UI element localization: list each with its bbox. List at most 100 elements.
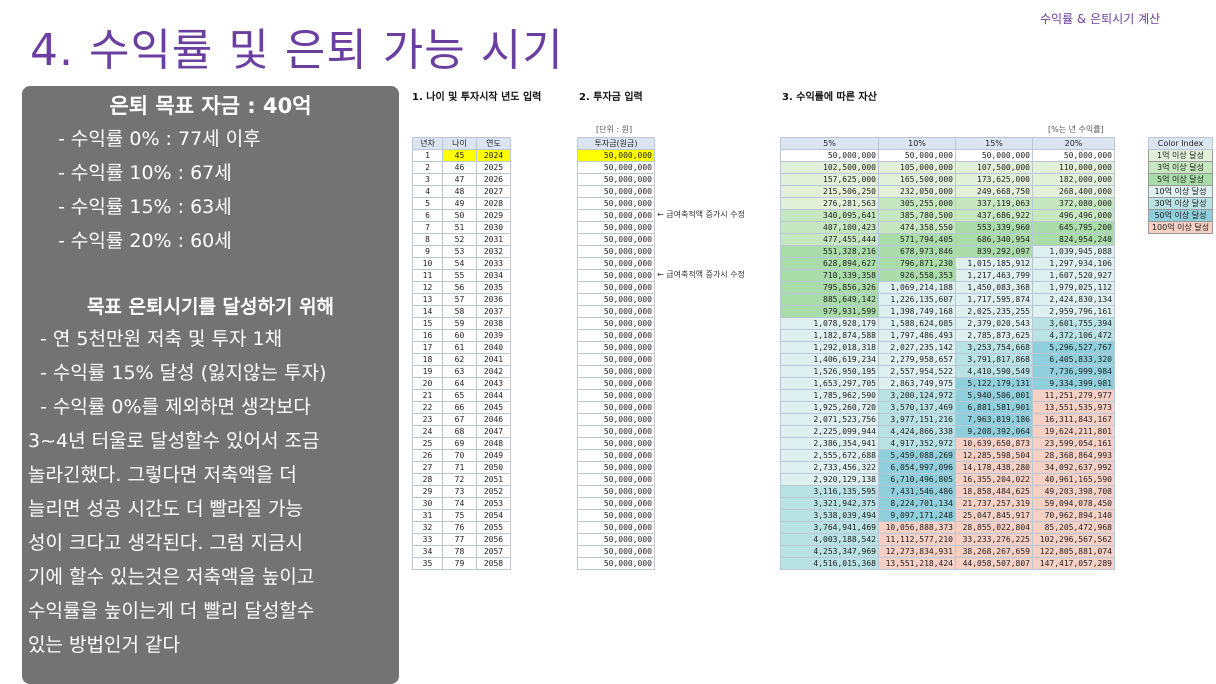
age-cell: 2029 (476, 209, 511, 222)
legend-item: 5억 이상 달성 (1148, 173, 1213, 186)
table-row: 4 48 2027 (412, 185, 511, 198)
investment-cell[interactable]: 50,000,000 (577, 473, 655, 486)
investment-cell[interactable]: 50,000,000 (577, 437, 655, 450)
investment-cell[interactable]: 50,000,000 (577, 233, 655, 246)
age-cell: 68 (442, 425, 477, 438)
table-row: 4,003,188,542 11,112,577,210 33,233,276,22… (780, 533, 1115, 546)
asset-cell: 4,003,188,542 (780, 533, 879, 546)
asset-cell: 5,122,179,131 (955, 377, 1033, 390)
investment-cell[interactable]: 50,000,000 (577, 461, 655, 474)
investment-cell[interactable]: 50,000,000 (577, 401, 655, 414)
table-row: 50,000,000 (577, 425, 655, 438)
asset-cell: 678,973,846 (878, 245, 956, 258)
asset-cell: 102,296,567,562 (1032, 533, 1115, 546)
investment-cell[interactable]: 50,000,000 (577, 293, 655, 306)
age-cell: 20 (412, 377, 443, 390)
table-row: 10억 이상 달성 (1148, 185, 1213, 198)
asset-cell: 2,025,235,255 (955, 305, 1033, 318)
table-row: 710,339,358 926,558,353 1,217,463,799 1,607… (780, 269, 1115, 282)
asset-cell: 110,000,000 (1032, 161, 1115, 174)
investment-cell[interactable]: 50,000,000 (577, 413, 655, 426)
table-row: 50,000,000 (577, 209, 655, 222)
investment-cell[interactable]: 50,000,000 (577, 197, 655, 210)
investment-cell[interactable]: 50,000,000 (577, 281, 655, 294)
asset-cell: 2,386,354,941 (780, 437, 879, 450)
asset-cell: 14,178,438,280 (955, 461, 1033, 474)
investment-cell[interactable]: 50,000,000 (577, 305, 655, 318)
investment-cell[interactable]: 50,000,000 (577, 365, 655, 378)
investment-table: 투자금(원금) 50,000,000 50,000,000 50,000,000 50… (577, 137, 655, 570)
asset-cell: 305,255,000 (878, 197, 956, 210)
summary-box: 은퇴 목표 자금 : 40억 - 수익률 0% : 77세 이후 - 수익률 1… (22, 86, 399, 684)
asset-cell: 23,599,054,161 (1032, 437, 1115, 450)
investment-cell[interactable]: 50,000,000 (577, 257, 655, 270)
asset-cell: 2,424,830,134 (1032, 293, 1115, 306)
asset-cell: 215,506,250 (780, 185, 879, 198)
age-cell[interactable]: 2024 (476, 149, 511, 162)
asset-cell: 2,555,672,688 (780, 449, 879, 462)
investment-cell[interactable]: 50,000,000 (577, 545, 655, 558)
investment-cell[interactable]: 50,000,000 (577, 425, 655, 438)
investment-cell[interactable]: 50,000,000 (577, 521, 655, 534)
investment-cell[interactable]: 50,000,000 (577, 185, 655, 198)
table-row: 50,000,000 (577, 449, 655, 462)
investment-cell[interactable]: 50,000,000 (577, 329, 655, 342)
age-cell: 63 (442, 365, 477, 378)
investment-cell[interactable]: 50,000,000 (577, 341, 655, 354)
investment-cell[interactable]: 50,000,000 (577, 485, 655, 498)
age-cell: 2035 (476, 281, 511, 294)
retirement-goal: 은퇴 목표 자금 : 40억 (109, 94, 312, 118)
age-cell: 76 (442, 521, 477, 534)
investment-cell[interactable]: 50,000,000 (577, 173, 655, 186)
asset-cell: 795,856,326 (780, 281, 879, 294)
asset-cell: 3,253,754,668 (955, 341, 1033, 354)
age-cell: 2046 (476, 413, 511, 426)
asset-cell: 276,281,563 (780, 197, 879, 210)
investment-cell[interactable]: 50,000,000 (577, 377, 655, 390)
age-cell: 9 (412, 245, 443, 258)
investment-cell[interactable]: 50,000,000 (577, 353, 655, 366)
investment-cell[interactable]: 50,000,000 (577, 221, 655, 234)
age-cell: 18 (412, 353, 443, 366)
table-row: 50,000,000 (577, 353, 655, 366)
investment-cell[interactable]: 50,000,000 (577, 149, 655, 162)
table-row: 50,000,000 (577, 293, 655, 306)
asset-cell: 628,894,627 (780, 257, 879, 270)
asset-cell: 50,000,000 (1032, 149, 1115, 162)
asset-cell: 232,050,000 (878, 185, 956, 198)
age-cell: 2053 (476, 497, 511, 510)
age-cell: 2034 (476, 269, 511, 282)
table-row: 12 56 2035 (412, 281, 511, 294)
asset-cell: 645,795,200 (1032, 221, 1115, 234)
investment-cell[interactable]: 50,000,000 (577, 389, 655, 402)
investment-cell[interactable]: 50,000,000 (577, 269, 655, 282)
investment-unit-label: [단위 : 원] (596, 125, 633, 134)
investment-cell[interactable]: 50,000,000 (577, 557, 655, 570)
table-row: 50,000,000 (577, 233, 655, 246)
asset-cell: 40,961,165,590 (1032, 473, 1115, 486)
age-cell: 8 (412, 233, 443, 246)
investment-cell[interactable]: 50,000,000 (577, 449, 655, 462)
table-row: 31 75 2054 (412, 509, 511, 522)
investment-cell[interactable]: 50,000,000 (577, 533, 655, 546)
asset-cell: 2,027,235,142 (878, 341, 956, 354)
table-row: 26 70 2049 (412, 449, 511, 462)
asset-cell: 21,737,257,319 (955, 497, 1033, 510)
investment-cell[interactable]: 50,000,000 (577, 161, 655, 174)
investment-cell[interactable]: 50,000,000 (577, 209, 655, 222)
legend-item: 10억 이상 달성 (1148, 185, 1213, 198)
asset-table: 5% 10% 15% 20% 50,000,000 50,000,000 50,000,0… (780, 137, 1115, 570)
investment-cell[interactable]: 50,000,000 (577, 497, 655, 510)
investment-cell[interactable]: 50,000,000 (577, 245, 655, 258)
asset-cell: 3,538,039,494 (780, 509, 879, 522)
table-row: 628,894,627 796,871,230 1,015,185,912 1,297… (780, 257, 1115, 270)
asset-cell: 4,516,015,368 (780, 557, 879, 570)
investment-cell[interactable]: 50,000,000 (577, 509, 655, 522)
investment-cell[interactable]: 50,000,000 (577, 317, 655, 330)
asset-cell: 11,251,279,977 (1032, 389, 1115, 402)
asset-cell: 105,000,000 (878, 161, 956, 174)
age-cell: 2033 (476, 257, 511, 270)
investment-note: ← 급여축적액 증가시 수정 (657, 270, 745, 279)
age-cell[interactable]: 45 (442, 149, 477, 162)
age-cell: 54 (442, 257, 477, 270)
